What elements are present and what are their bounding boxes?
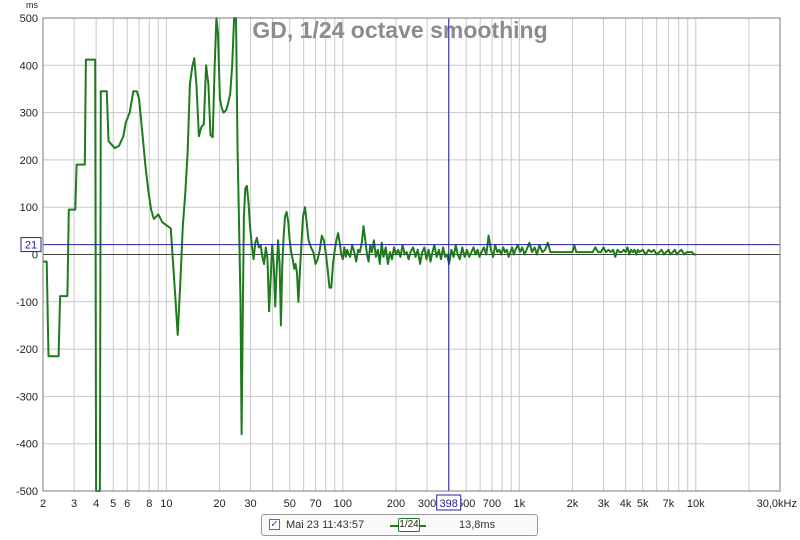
y-tick-label: -300 — [16, 391, 38, 403]
x-tick-label: 300 — [418, 498, 436, 510]
y-tick-label: 100 — [20, 202, 38, 214]
x-tick-label: 3 — [71, 498, 77, 510]
x-tick-label: 70 — [309, 498, 321, 510]
cursor-layer: 21 398 — [20, 18, 780, 511]
y-tick-label: 0 — [32, 250, 38, 262]
x-tick-label: 1k — [514, 498, 526, 510]
y-tick-label: -400 — [16, 439, 38, 451]
x-tick-label: 7k — [663, 498, 675, 510]
curve-layer — [43, 17, 696, 492]
x-tick-label: 8 — [146, 498, 152, 510]
y-tick-label: -500 — [16, 486, 38, 498]
y-tick-label: 400 — [20, 60, 38, 72]
y-tick-labels: 500 400 300 200 100 0 -100 -200 -300 -400 -500 — [16, 13, 38, 498]
measurement-checkbox[interactable]: ✓ — [269, 519, 280, 530]
y-tick-label: 300 — [20, 108, 38, 120]
x-tick-label: 10 — [160, 498, 172, 510]
x-tick-label: 20 — [213, 498, 225, 510]
x-tick-label: 2k — [567, 498, 579, 510]
x-tick-label: 4 — [93, 498, 99, 510]
y-tick-label: -200 — [16, 344, 38, 356]
x-tick-label: 3k — [598, 498, 610, 510]
chart-title: GD, 1/24 octave smoothing — [252, 17, 547, 43]
x-tick-label: 200 — [387, 498, 405, 510]
cursor-x-badge — [436, 494, 462, 511]
legend-bar: ✓ Mai 23 11:43:57 1/24 13,8ms — [261, 514, 538, 536]
plot-frame — [42, 17, 781, 492]
gd-curve — [43, 17, 696, 492]
x-tick-label: 10k — [687, 498, 705, 510]
cursor-y-badge — [20, 237, 42, 253]
cursor-y-label: 21 — [25, 240, 37, 252]
x-tick-label: 30 — [244, 498, 256, 510]
x-tick-labels: 2 3 4 5 6 8 10 20 30 50 70 100 200 300 500 700 1k 2k 3k 4k 5… — [40, 498, 797, 510]
x-tick-label: 2 — [40, 498, 46, 510]
y-tick-label: -100 — [16, 297, 38, 309]
y-tick-label: 200 — [20, 155, 38, 167]
x-tick-label: 5k — [637, 498, 649, 510]
x-tick-label: 100 — [334, 498, 352, 510]
smoothing-badge[interactable]: 1/24 — [398, 518, 420, 532]
y-tick-label: 500 — [20, 13, 38, 25]
x-tick-label: 6 — [124, 498, 130, 510]
x-tick-label: 500 — [457, 498, 475, 510]
x-tick-label: 50 — [284, 498, 296, 510]
cursor-x-label: 398 — [440, 498, 458, 510]
x-tick-label: 4k — [620, 498, 632, 510]
x-tick-label: 700 — [483, 498, 501, 510]
cursor-value: 13,8ms — [459, 519, 496, 531]
x-tick-label: 5 — [110, 498, 116, 510]
gd-chart: 500 400 300 200 100 0 -100 -200 -300 -400 -500 2 3 4… — [16, 0, 797, 511]
measurement-date: Mai 23 11:43:57 — [286, 519, 365, 531]
x-tick-label: 30,0kHz — [757, 498, 797, 510]
y-axis-unit: ms — [26, 0, 38, 10]
